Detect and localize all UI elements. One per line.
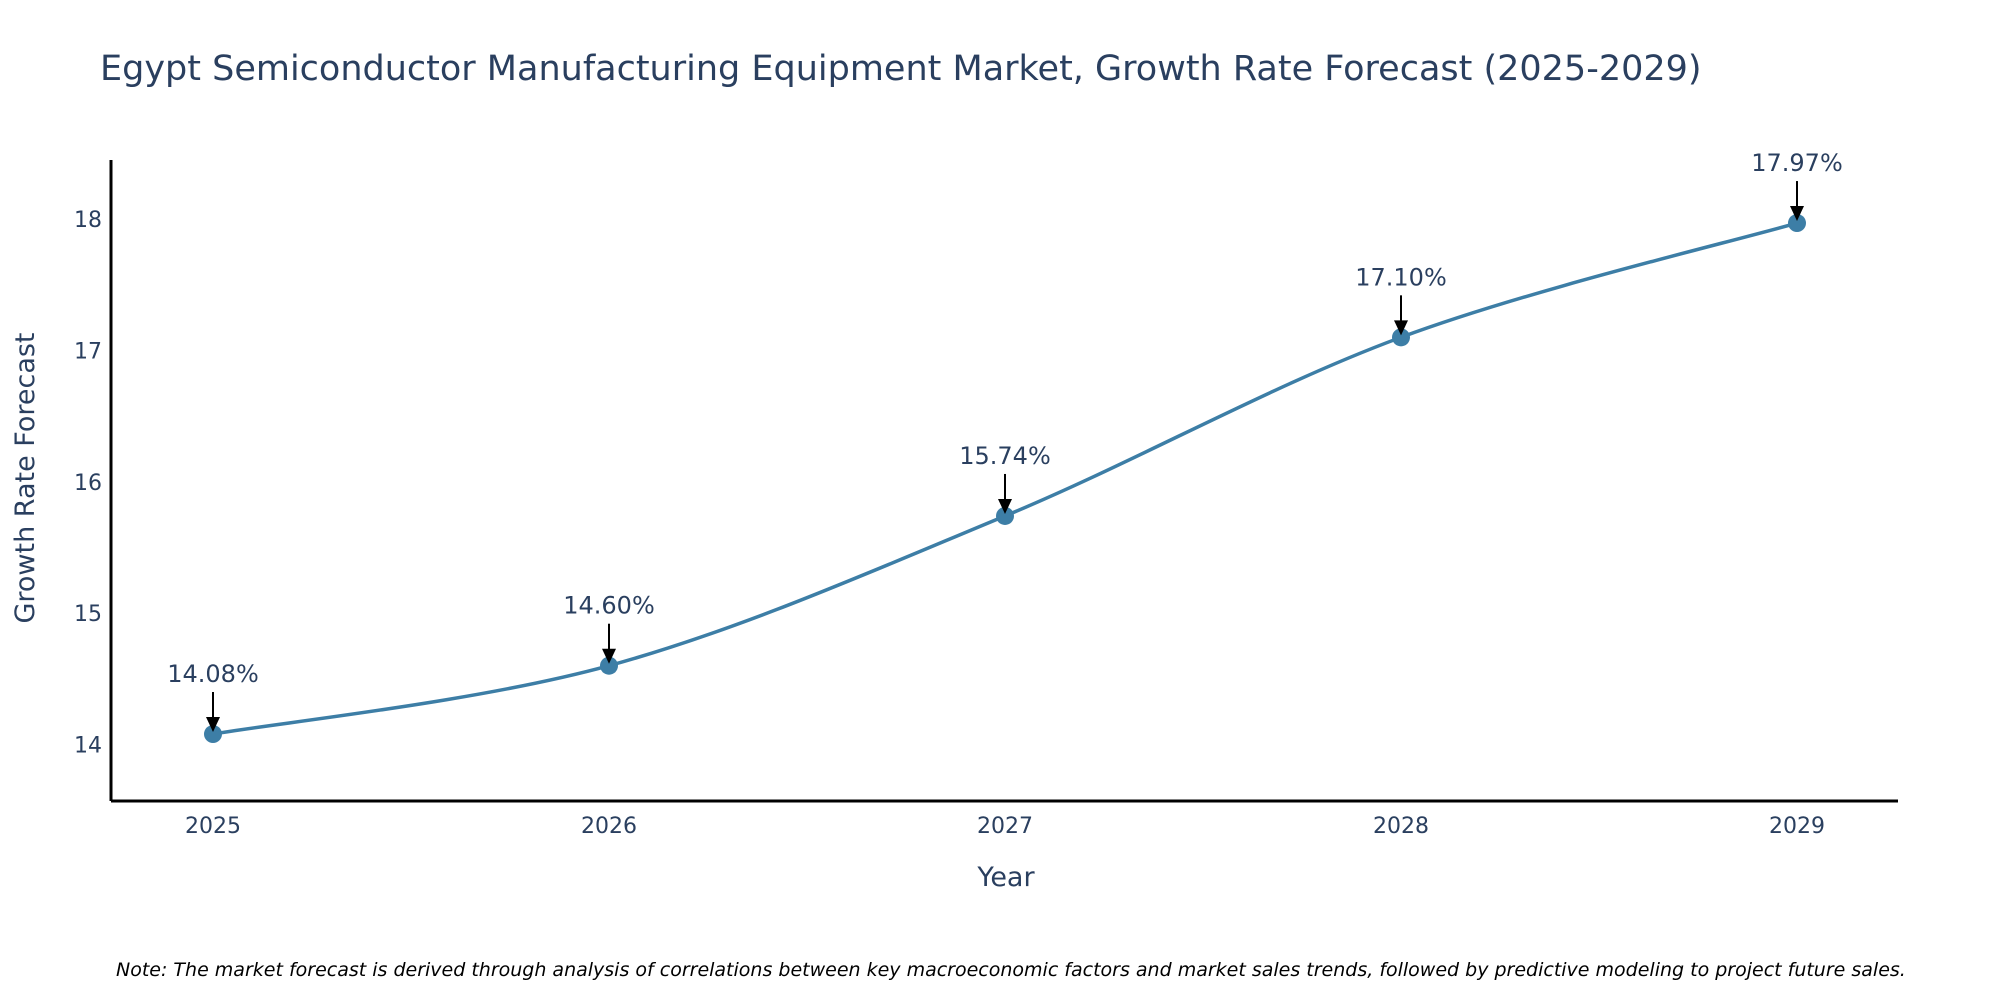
y-axis-title: Growth Rate Forecast [10, 332, 41, 623]
plot-area: 14 15 16 17 18 2025 2026 2027 2028 2029 14.08% 14.6… [74, 149, 1898, 839]
x-tick-label: 2026 [581, 814, 637, 839]
annotation-arrow-head [1790, 206, 1804, 222]
data-label: 17.97% [1751, 149, 1843, 177]
data-label: 14.60% [563, 592, 655, 620]
y-tick-label: 18 [74, 208, 102, 233]
x-tick-label: 2028 [1373, 814, 1429, 839]
y-tick-label: 16 [74, 471, 102, 496]
data-point [996, 506, 1014, 525]
x-tick-label: 2027 [977, 814, 1033, 839]
data-point [1788, 214, 1806, 233]
data-label: 15.74% [959, 442, 1051, 470]
annotation-arrow-head [602, 648, 616, 664]
x-tick-label: 2025 [185, 814, 241, 839]
annotation-arrow-head [1394, 320, 1408, 336]
x-axis-title: Year [976, 862, 1035, 893]
annotation-arrow-head [206, 717, 220, 733]
x-tick-label: 2029 [1769, 814, 1825, 839]
data-point [204, 725, 222, 744]
y-tick-label: 14 [74, 734, 102, 759]
chart-title: Egypt Semiconductor Manufacturing Equipm… [100, 49, 1702, 89]
data-point [600, 656, 618, 675]
y-tick-label: 17 [74, 339, 102, 364]
annotation-arrow-head [998, 498, 1012, 514]
y-tick-label: 15 [74, 602, 102, 627]
data-label: 17.10% [1355, 263, 1447, 291]
data-point [1392, 328, 1410, 347]
footnote: Note: The market forecast is derived thr… [116, 959, 1906, 981]
data-label: 14.08% [167, 660, 259, 688]
